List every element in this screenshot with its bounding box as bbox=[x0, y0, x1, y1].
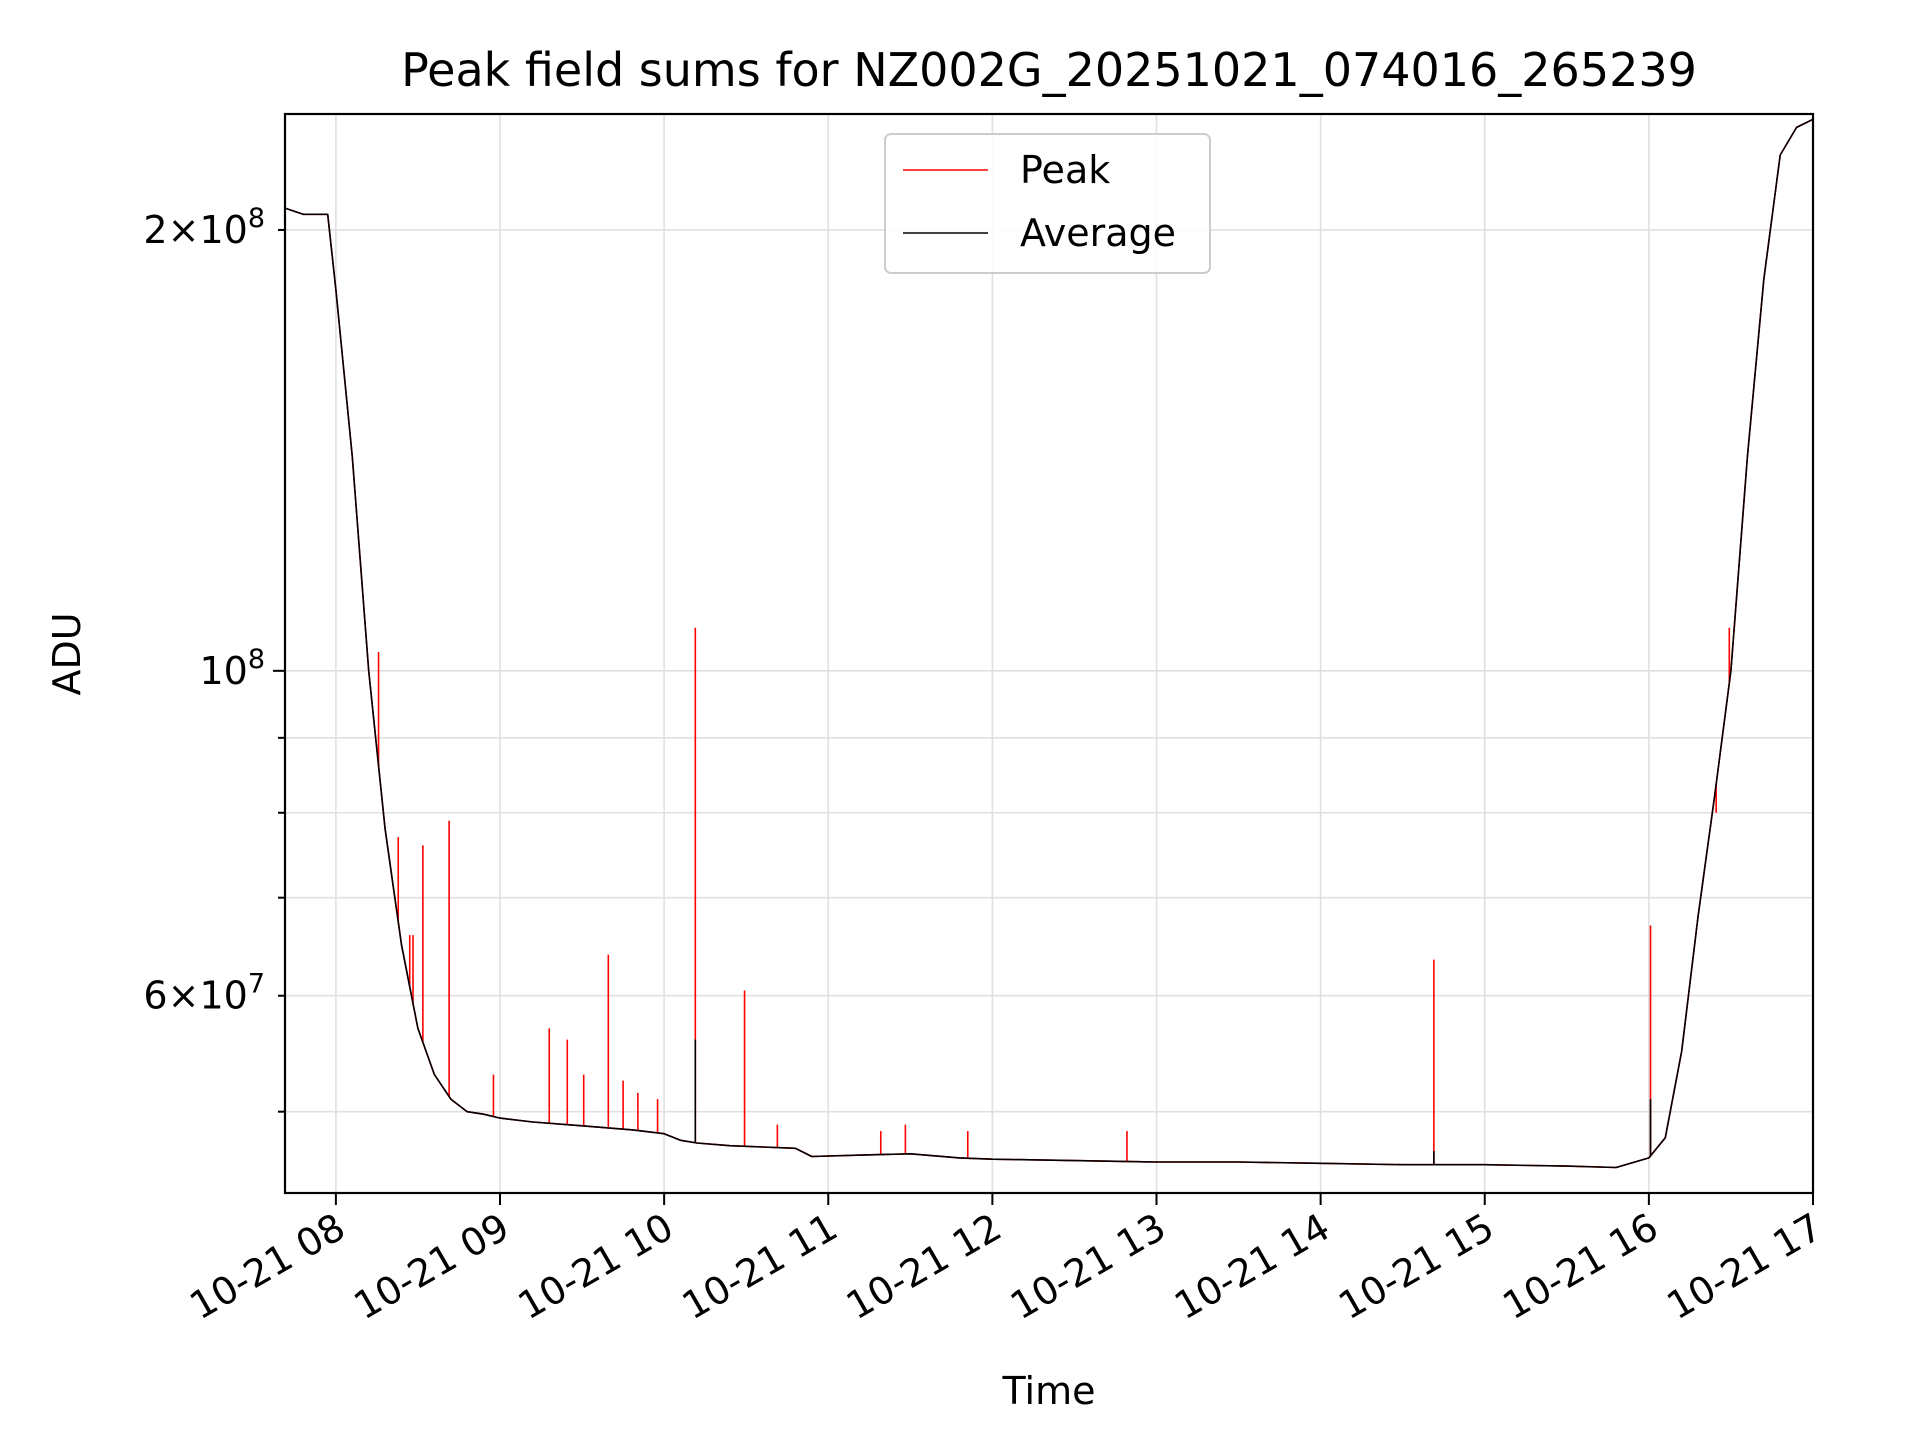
y-tick-mantissa: 2× bbox=[143, 208, 199, 252]
legend-average-label: Average bbox=[1020, 211, 1176, 255]
y-tick-mantissa: 6× bbox=[143, 974, 199, 1018]
legend: Peak Average bbox=[884, 133, 1211, 274]
y-tick-label: 108 bbox=[199, 644, 265, 693]
series-layer bbox=[284, 118, 1814, 1169]
y-tick-exponent: 7 bbox=[248, 969, 265, 1000]
y-tick-base: 10 bbox=[199, 974, 247, 1018]
legend-peak-label: Peak bbox=[1020, 148, 1110, 192]
chart-title: Peak field sums for NZ002G_20251021_0740… bbox=[401, 43, 1697, 97]
average-series-line bbox=[284, 118, 1814, 1169]
y-tick-base: 10 bbox=[199, 649, 247, 693]
x-axis-title: Time bbox=[1002, 1369, 1096, 1413]
spike-layer bbox=[377, 627, 1731, 1165]
y-tick-exponent: 8 bbox=[248, 644, 265, 675]
legend-box bbox=[884, 133, 1211, 274]
y-tick-base: 10 bbox=[199, 208, 247, 252]
y-axis-title: ADU bbox=[45, 612, 89, 695]
y-tick-label: 6×107 bbox=[143, 969, 265, 1018]
y-tick-exponent: 8 bbox=[248, 203, 265, 234]
y-tick-label: 2×108 bbox=[143, 203, 265, 252]
plot-frame bbox=[283, 112, 1815, 1195]
